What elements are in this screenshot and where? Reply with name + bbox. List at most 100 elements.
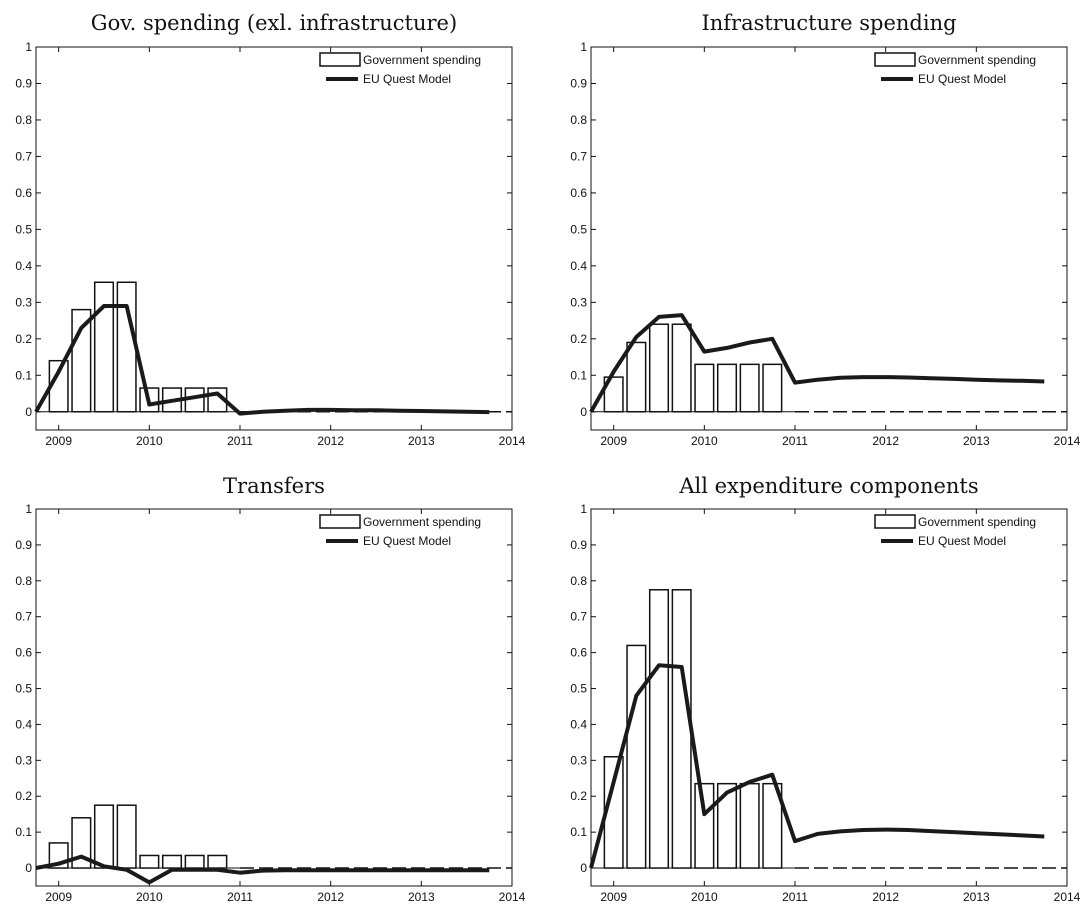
- y-tick-label: 0.1: [570, 368, 587, 382]
- x-tick-label: 2010: [691, 890, 718, 904]
- x-tick-label: 2009: [600, 434, 627, 448]
- x-tick-label: 2012: [317, 890, 344, 904]
- y-tick-label: 0: [25, 861, 32, 875]
- y-tick-label: 0.6: [15, 646, 32, 660]
- y-tick-label: 1: [25, 40, 32, 54]
- y-tick-label: 1: [25, 502, 32, 516]
- x-tick-label: 2014: [499, 890, 526, 904]
- y-tick-label: 0.7: [15, 610, 32, 624]
- y-tick-label: 0.4: [570, 259, 587, 273]
- y-tick-label: 0.8: [15, 574, 32, 588]
- axis-frame: [590, 508, 1068, 887]
- y-tick-label: 0.8: [570, 574, 587, 588]
- legend: Government spending EU Quest Model: [874, 52, 1036, 86]
- series-line-eu-quest-model: [589, 663, 1045, 869]
- bar: [739, 363, 760, 413]
- y-tick-label: 0.4: [570, 717, 587, 731]
- bar: [694, 782, 715, 869]
- y-tick-label: 0.4: [15, 259, 32, 273]
- y-tick-label: 0.1: [15, 368, 32, 382]
- y-tick-label: 0.7: [570, 149, 587, 163]
- x-tick-label: 2010: [136, 890, 163, 904]
- chart-panel-2: Infrastructure spending 0 0.1 0.2 0.3 0.4 0.5 0…: [570, 11, 1080, 448]
- y-tick-label: 0.8: [15, 113, 32, 127]
- bar: [139, 854, 160, 869]
- x-tick-label: 2014: [499, 434, 526, 448]
- bar: [762, 363, 783, 413]
- chart-panel-1: Gov. spending (exl. infrastructure) 0 0.1 0…: [15, 11, 525, 448]
- bar: [648, 323, 670, 413]
- x-tick-label: 2010: [691, 434, 718, 448]
- legend-swatch-bar: [319, 514, 361, 529]
- legend-label: Government spending: [918, 515, 1036, 529]
- axis-frame: [35, 508, 513, 887]
- y-tick-label: 0.7: [15, 149, 32, 163]
- y-tick-label: 0.5: [15, 682, 32, 696]
- bar: [626, 341, 647, 413]
- y-tick-label: 0: [580, 861, 587, 875]
- panel-title: All expenditure components: [678, 474, 978, 498]
- y-tick-label: 0.9: [15, 538, 32, 552]
- x-tick-label: 2011: [782, 434, 808, 448]
- y-tick-label: 0.5: [15, 222, 32, 236]
- bar: [161, 854, 183, 869]
- y-tick-label: 0.6: [15, 186, 32, 200]
- x-tick-label: 2014: [1054, 890, 1081, 904]
- x-tick-label: 2012: [872, 434, 899, 448]
- y-tick-label: 0.8: [570, 113, 587, 127]
- y-tick-label: 0.3: [15, 753, 32, 767]
- legend: Government spending EU Quest Model: [874, 514, 1036, 548]
- legend-label: Government spending: [363, 515, 481, 529]
- series-line-eu-quest-model: [34, 304, 490, 416]
- x-tick-label: 2011: [227, 890, 253, 904]
- y-tick-label: 0.2: [570, 789, 587, 803]
- y-tick-label: 0.5: [570, 682, 587, 696]
- legend: Government spending EU Quest Model: [319, 52, 481, 86]
- x-tick-label: 2014: [1054, 434, 1081, 448]
- panel-title: Infrastructure spending: [701, 11, 956, 35]
- bar: [116, 804, 137, 869]
- x-tick-label: 2010: [136, 434, 163, 448]
- y-tick-label: 0.6: [570, 186, 587, 200]
- bar: [739, 782, 760, 869]
- y-tick-label: 0.1: [15, 825, 32, 839]
- y-tick-label: 0.5: [570, 222, 587, 236]
- legend-swatch-bar: [874, 514, 916, 529]
- x-tick-label: 2012: [872, 890, 899, 904]
- legend: Government spending EU Quest Model: [319, 514, 481, 548]
- y-tick-label: 0.7: [570, 610, 587, 624]
- y-tick-label: 0.3: [570, 753, 587, 767]
- y-tick-label: 0.2: [15, 332, 32, 346]
- legend-label: Government spending: [918, 53, 1036, 67]
- x-tick-label: 2009: [45, 890, 72, 904]
- axis-frame: [590, 46, 1068, 431]
- series-line-eu-quest-model: [589, 313, 1045, 413]
- bar: [716, 363, 738, 413]
- chart-panel-3: Transfers 0 0.1 0.2 0.3 0.4 0.5 0.6 0.7 0.8 0.9 1 20…: [15, 474, 525, 904]
- x-tick-label: 2009: [45, 434, 72, 448]
- y-tick-label: 0.9: [15, 76, 32, 90]
- x-tick-label: 2012: [317, 434, 344, 448]
- legend-swatch-bar: [319, 52, 361, 67]
- y-tick-label: 0.3: [15, 295, 32, 309]
- x-tick-label: 2011: [227, 434, 253, 448]
- panel-title: Gov. spending (exl. infrastructure): [91, 11, 457, 35]
- legend-label: EU Quest Model: [363, 534, 451, 548]
- bar: [93, 281, 115, 413]
- x-tick-label: 2009: [600, 890, 627, 904]
- y-tick-label: 0.3: [570, 295, 587, 309]
- y-tick-label: 0.1: [570, 825, 587, 839]
- x-tick-label: 2013: [408, 434, 435, 448]
- x-tick-label: 2013: [963, 434, 990, 448]
- bar: [626, 644, 647, 869]
- chart-panel-4: All expenditure components 0 0.1 0.2 0.3 0.4 0…: [570, 474, 1080, 904]
- y-tick-label: 1: [580, 40, 587, 54]
- bar: [648, 589, 670, 869]
- bar: [671, 589, 692, 869]
- bar: [93, 804, 115, 869]
- y-tick-label: 0.9: [570, 538, 587, 552]
- axis-frame: [35, 46, 513, 431]
- y-tick-label: 0: [25, 405, 32, 419]
- x-tick-label: 2013: [408, 890, 435, 904]
